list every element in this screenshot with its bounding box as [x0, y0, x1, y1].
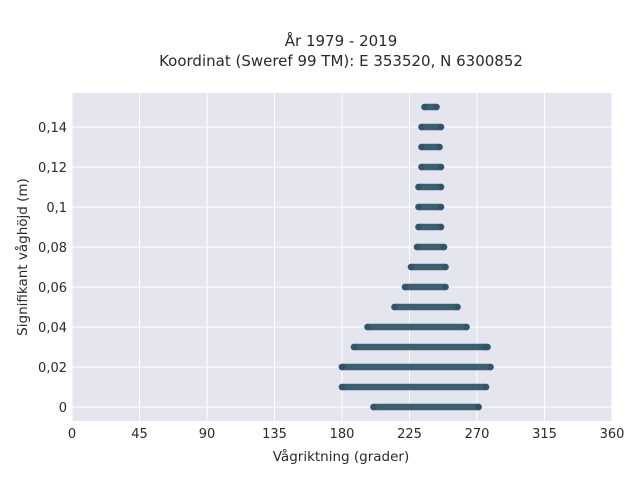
data-point [442, 263, 449, 271]
chart-title-line-2: Koordinat (Sweref 99 TM): E 353520, N 63… [159, 52, 523, 70]
chart-title-line-1: År 1979 - 2019 [285, 31, 398, 50]
x-tick-label: 225 [397, 427, 422, 442]
x-tick-label: 90 [199, 427, 216, 442]
data-point [463, 323, 470, 331]
x-tick-label: 360 [600, 427, 625, 442]
y-axis-label: Signifikant våghöjd (m) [14, 178, 31, 336]
data-point [437, 203, 445, 211]
x-tick-label: 0 [68, 427, 76, 442]
data-point [391, 303, 398, 311]
data-point [338, 363, 346, 371]
data-point [454, 303, 461, 311]
x-tick-label: 45 [131, 427, 148, 442]
x-tick-label: 315 [532, 427, 557, 442]
y-axis-ticks: 0 0,02 0,04 0,06 0,08 0,1 0,12 0,14 [38, 121, 67, 416]
data-point [413, 243, 421, 251]
data-point [418, 143, 425, 151]
x-tick-label: 135 [262, 427, 287, 442]
x-tick-label: 270 [465, 427, 490, 442]
data-point [437, 223, 445, 231]
data-point [418, 163, 425, 171]
data-point [475, 403, 482, 411]
data-point [437, 183, 445, 191]
data-point [415, 223, 422, 231]
data-point [436, 143, 443, 151]
y-tick-label: 0,02 [38, 361, 67, 376]
x-axis-ticks: 0 45 90 135 180 225 270 315 360 [68, 427, 625, 442]
data-point [421, 103, 428, 111]
data-point [487, 363, 494, 371]
y-tick-label: 0,1 [46, 201, 67, 216]
data-point [481, 343, 488, 351]
x-tick-label: 180 [330, 427, 355, 442]
data-point [338, 383, 346, 391]
y-tick-label: 0,06 [38, 281, 67, 296]
y-tick-label: 0,08 [38, 241, 67, 256]
y-tick-label: 0 [59, 401, 67, 416]
data-point [350, 343, 358, 351]
data-point [401, 283, 409, 291]
data-point [437, 163, 445, 171]
data-points [338, 103, 494, 411]
x-axis-label: Vågriktning (grader) [273, 448, 410, 465]
data-point [364, 323, 371, 331]
data-point [437, 123, 445, 131]
y-tick-label: 0,14 [38, 121, 67, 136]
data-point [440, 243, 448, 251]
data-point [433, 103, 440, 111]
y-tick-label: 0,04 [38, 321, 67, 336]
data-point [482, 383, 490, 391]
y-tick-label: 0,12 [38, 161, 67, 176]
data-point [442, 283, 449, 291]
data-point [415, 183, 422, 191]
data-point [415, 203, 422, 211]
data-point [407, 263, 415, 271]
data-point [418, 123, 425, 131]
data-point [370, 403, 377, 411]
